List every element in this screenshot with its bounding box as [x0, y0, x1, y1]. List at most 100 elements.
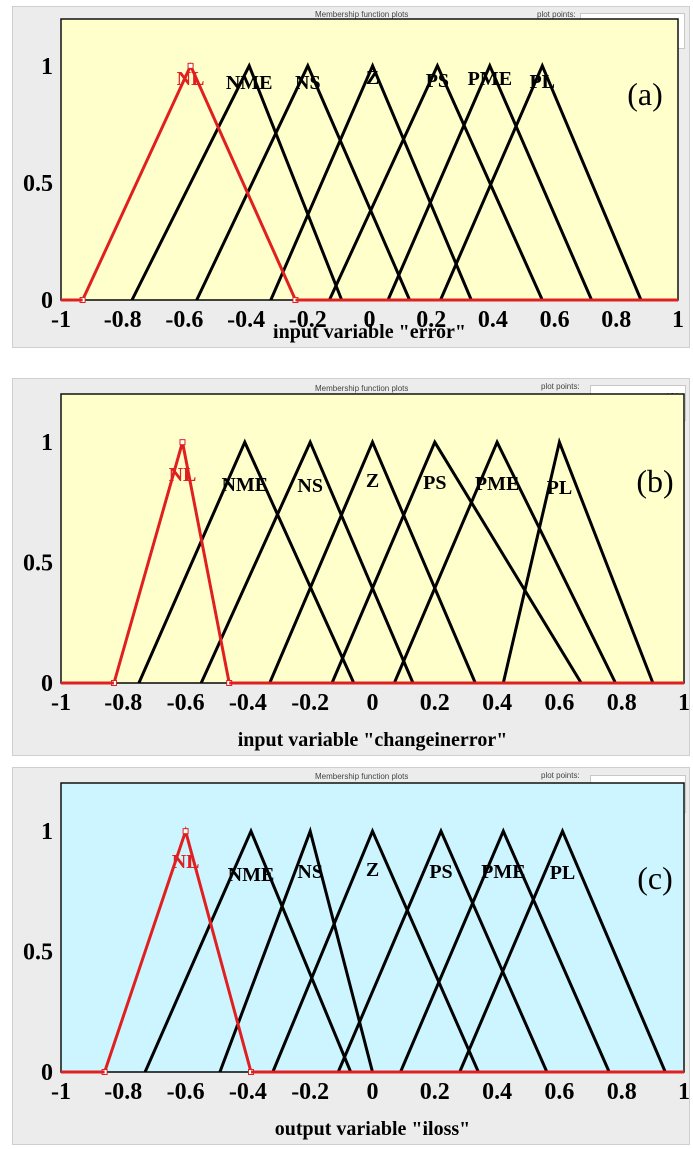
x-tick-label: 0.8 — [601, 307, 631, 333]
plot-points-label: plot points: — [537, 10, 576, 19]
plot-points-label: plot points: — [541, 771, 580, 780]
mf-line-pl[interactable] — [501, 437, 655, 684]
mf-line-nme[interactable] — [143, 827, 353, 1073]
x-tick-label: 0 — [367, 1079, 379, 1105]
mf-line-ps[interactable] — [336, 827, 549, 1073]
x-tick-label: 0.4 — [482, 1079, 512, 1105]
mf-label-ps: PS — [423, 472, 446, 494]
header-title: Membership function plots — [315, 384, 409, 393]
mf-line-z[interactable] — [269, 61, 473, 301]
x-tick-label: 0.6 — [544, 690, 574, 716]
y-tick-label: 1 — [41, 430, 53, 456]
header-title: Membership function plots — [315, 10, 409, 19]
x-tick-label: 0 — [364, 307, 376, 333]
x-tick-label: 1 — [678, 690, 689, 716]
mf-line-pl[interactable] — [458, 827, 667, 1073]
mf-line-pme[interactable] — [386, 62, 593, 301]
panel-label: (a) — [627, 76, 663, 112]
mf-line-ns[interactable] — [218, 826, 374, 1073]
mf-label-ps: PS — [426, 70, 449, 92]
header-title: Membership function plots — [315, 772, 409, 781]
x-tick-label: -0.2 — [291, 690, 329, 716]
mf-line-z[interactable] — [268, 438, 477, 684]
x-tick-label: -0.8 — [104, 1079, 142, 1105]
mf-line-z[interactable] — [271, 827, 480, 1073]
mf-label-nl: NL — [177, 68, 205, 90]
mf-line-ns[interactable] — [199, 438, 415, 684]
mf-line-nme[interactable] — [137, 438, 356, 684]
x-tick-label: 0.6 — [540, 307, 570, 333]
x-tick-label: -0.4 — [227, 307, 265, 333]
mf-panel-c: Membership function plots plot points: 1… — [12, 767, 690, 1145]
panel-label: (c) — [637, 860, 673, 896]
y-tick-label: 0 — [41, 671, 53, 697]
y-tick-label: 0 — [41, 288, 53, 314]
plot-area — [60, 18, 679, 301]
x-tick-label: -0.6 — [167, 1079, 205, 1105]
mf-line-ps[interactable] — [328, 62, 544, 301]
mf-panel-a: Membership function plots plot points: 1… — [12, 6, 690, 348]
mf-line-pme[interactable] — [392, 438, 617, 684]
mf-label-nme: NME — [221, 474, 268, 496]
x-tick-label: 0.6 — [544, 1079, 574, 1105]
x-tick-label: 0.2 — [420, 1079, 450, 1105]
mf-line-ns[interactable] — [195, 62, 411, 301]
x-tick-label: -0.6 — [165, 307, 203, 333]
mf-vertex-handle[interactable] — [182, 828, 189, 835]
mf-label-pl: PL — [547, 477, 573, 499]
x-tick-label: -0.2 — [289, 307, 327, 333]
mf-label-ps: PS — [429, 861, 452, 883]
mf-plot-b: NL NME NS Z PS PME PL (b) 0 0.5 1 -1 -0.8 -0.6 -0.4 -0.… — [23, 393, 689, 751]
y-tick-label: 0 — [41, 1060, 53, 1086]
mf-label-ns: NS — [297, 861, 323, 883]
panel-label: (b) — [636, 463, 673, 499]
x-tick-label: 0.4 — [482, 690, 512, 716]
x-tick-label: 0.8 — [607, 1079, 637, 1105]
mf-panel-b: Membership function plots plot points: 1… — [12, 378, 690, 756]
y-tick-label: 1 — [41, 54, 53, 80]
x-axis-label: input variable "changeinerror" — [238, 729, 508, 751]
x-tick-label: -0.4 — [229, 1079, 267, 1105]
y-tick-label: 0.5 — [23, 171, 53, 197]
x-tick-label: 1 — [678, 1079, 689, 1105]
x-axis-label: input variable "error" — [273, 321, 466, 343]
x-tick-label: 0.8 — [607, 690, 637, 716]
x-tick-label: 1 — [672, 307, 684, 333]
mf-label-pme: PME — [481, 861, 525, 883]
plot-points-label: plot points: — [541, 382, 580, 391]
mf-label-ns: NS — [295, 72, 321, 94]
mf-label-pme: PME — [475, 473, 519, 495]
mf-label-z: Z — [366, 67, 379, 89]
mf-label-pl: PL — [529, 71, 555, 93]
x-tick-label: -0.8 — [104, 690, 142, 716]
mf-vertex-handle[interactable] — [187, 62, 194, 69]
mf-line-pl[interactable] — [439, 61, 643, 301]
mf-label-pme: PME — [468, 68, 512, 90]
x-tick-label: -0.6 — [167, 690, 205, 716]
x-tick-label: -0.8 — [104, 307, 142, 333]
mf-vertex-handle[interactable] — [179, 439, 186, 446]
mf-label-z: Z — [366, 859, 379, 881]
x-axis-label: output variable "iloss" — [275, 1118, 471, 1140]
mf-plot-c: NL NME NS Z PS PME PL (c) 0 0.5 1 -1 -0.8 -0.6 -0.4 -0.… — [23, 782, 689, 1140]
mf-line-pme[interactable] — [399, 827, 611, 1073]
x-tick-label: 0.4 — [478, 307, 508, 333]
mf-plot-a: NL NME NS Z PS PME PL (a) 0 0.5 1 -1 -0.8 -0.6 -0.4 -0.… — [23, 18, 684, 343]
mf-label-ns: NS — [297, 475, 323, 497]
y-tick-label: 1 — [41, 819, 53, 845]
x-tick-label: -0.4 — [229, 690, 267, 716]
x-tick-label: -1 — [51, 1079, 71, 1105]
mf-label-nl: NL — [172, 851, 200, 873]
mf-line-nme[interactable] — [130, 62, 344, 301]
x-tick-label: -1 — [51, 307, 71, 333]
x-tick-label: 0.2 — [420, 690, 450, 716]
x-tick-label: -0.2 — [291, 1079, 329, 1105]
mf-label-z: Z — [366, 470, 379, 492]
x-tick-label: -1 — [51, 690, 71, 716]
y-tick-label: 0.5 — [23, 940, 53, 966]
mf-label-nme: NME — [226, 72, 273, 94]
mf-line-ps[interactable] — [330, 438, 583, 684]
mf-label-pl: PL — [550, 862, 576, 884]
mf-label-nl: NL — [169, 464, 197, 486]
mf-label-nme: NME — [228, 864, 275, 886]
